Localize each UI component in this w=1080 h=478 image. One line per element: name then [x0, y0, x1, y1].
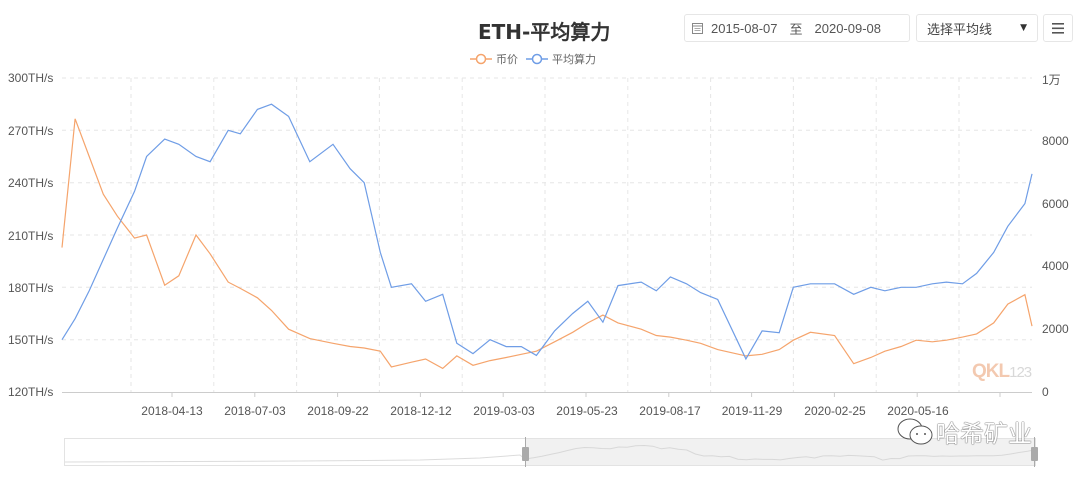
slider-handle-right-line: [1034, 437, 1035, 467]
date-range-picker[interactable]: 2015-08-07 至 2020-09-08: [684, 14, 910, 42]
price-series-line: [61, 118, 1033, 370]
legend-label-price: 币价: [496, 53, 518, 66]
y-right-tick: 4000: [1042, 259, 1069, 273]
x-tick: 2018-07-03: [224, 404, 286, 418]
hashrate-series-line: [61, 103, 1033, 361]
y-right-tick: 1万: [1042, 73, 1061, 87]
legend-circle-icon: [470, 53, 492, 65]
y-left-tick: 120TH/s: [8, 385, 54, 399]
grid-lines: [62, 77, 1032, 392]
y-right-tick: 0: [1042, 385, 1049, 399]
chart-title: ETH-平均算力: [478, 20, 611, 44]
y-left-tick: 240TH/s: [8, 176, 54, 190]
x-tick: 2019-11-29: [721, 404, 783, 418]
legend-item-hashrate[interactable]: 平均算力: [526, 51, 596, 67]
legend-label-hashrate: 平均算力: [552, 53, 596, 66]
moving-average-select-label: 选择平均线: [927, 22, 993, 38]
start-date[interactable]: 2015-08-07: [711, 20, 778, 36]
y-left-tick: 270TH/s: [8, 124, 54, 138]
slider-handle-left-line: [525, 437, 526, 467]
y-right-tick: 8000: [1042, 134, 1069, 148]
menu-button[interactable]: [1043, 14, 1073, 42]
date-separator: 至: [789, 21, 803, 37]
qkl-text: QKL: [972, 361, 1010, 382]
x-tick: 2019-05-23: [556, 404, 618, 418]
wechat-icon: [897, 418, 933, 444]
moving-average-select[interactable]: 选择平均线 ▼: [916, 14, 1038, 42]
caret-down-icon: ▼: [1020, 23, 1027, 33]
y-right-tick: 2000: [1042, 322, 1069, 336]
wechat-watermark: 哈希矿业: [896, 414, 1032, 449]
x-tick: 2018-12-12: [390, 404, 452, 418]
y-left-tick: 300TH/s: [8, 71, 54, 85]
wechat-account-name: 哈希矿业: [936, 420, 1032, 448]
x-axis-ticks: [171, 392, 1001, 397]
y-left-tick: 210TH/s: [8, 229, 54, 243]
slider-preview-line: [64, 444, 1037, 463]
legend-circle-icon: [526, 53, 548, 65]
legend-item-price[interactable]: 币价: [470, 51, 518, 67]
y-right-tick: 6000: [1042, 197, 1069, 211]
datazoom-slider[interactable]: [64, 437, 1038, 467]
calendar-icon: [692, 23, 703, 34]
legend: 币价 平均算力: [470, 51, 604, 67]
x-tick: 2019-08-17: [639, 404, 701, 418]
end-date[interactable]: 2020-09-08: [814, 20, 882, 36]
hamburger-menu-icon: [1052, 22, 1064, 34]
x-tick: 2020-05-16: [887, 404, 949, 418]
x-tick: 2018-09-22: [307, 404, 369, 418]
qkl-number: 123: [1009, 364, 1032, 381]
y-left-tick: 180TH/s: [8, 281, 54, 295]
x-tick: 2018-04-13: [141, 404, 203, 418]
qkl-watermark: QKL123: [972, 361, 1032, 383]
slider-selected-range[interactable]: [526, 439, 1035, 465]
y-left-tick: 150TH/s: [8, 333, 54, 347]
x-tick: 2019-03-03: [473, 404, 535, 418]
x-tick: 2020-02-25: [804, 404, 866, 418]
